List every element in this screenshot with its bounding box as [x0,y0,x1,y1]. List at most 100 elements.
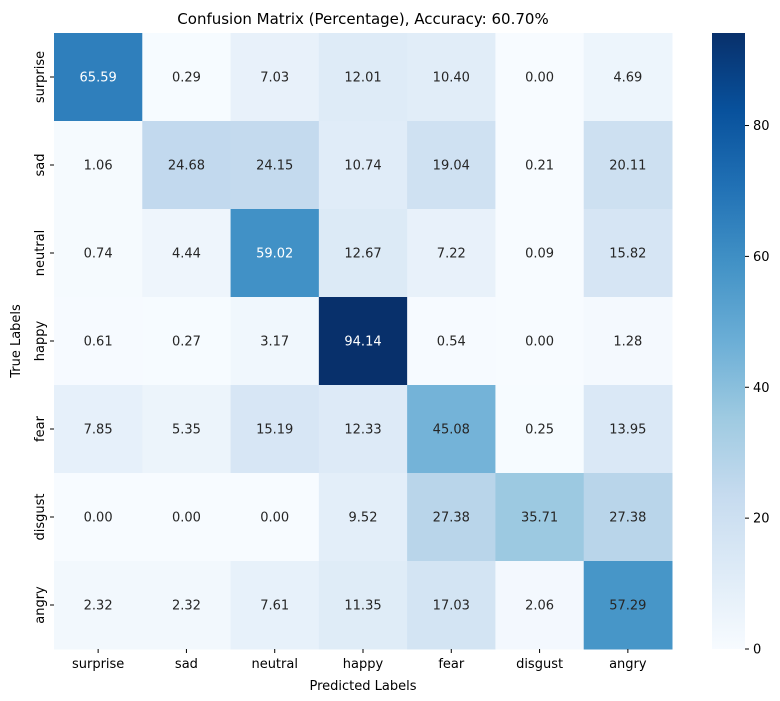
heatmap-cell [142,33,232,122]
cell-value-label: 0.54 [437,335,466,350]
heatmap-cell [495,209,585,298]
cell-value-label: 24.68 [168,159,205,174]
heatmap-cell [495,473,585,562]
heatmap-cells: 65.59 0.29 7.03 12.01 10.40 0.00 4.69 1.06 24.68… [54,33,673,650]
cell-value-label: 0.74 [84,247,113,262]
heatmap-cell [54,209,143,298]
heatmap-cell [407,209,496,298]
heatmap-cell [230,121,320,210]
heatmap-cell [54,121,143,210]
x-tick-label: neutral [251,657,298,672]
cell-value-label: 10.74 [344,159,381,174]
heatmap-cell [142,473,232,562]
heatmap-cell [583,121,673,210]
heatmap-cell [407,561,496,650]
cell-value-label: 45.08 [433,423,470,438]
heatmap-cell [495,385,585,474]
heatmap-cell [230,561,320,650]
heatmap-cell [407,297,496,386]
x-tick-label: fear [438,657,465,672]
colorbar-tick-label: 60 [753,250,770,265]
cell-value-label: 24.15 [256,159,293,174]
cell-value-label: 65.59 [80,71,117,86]
cell-value-label: 0.00 [260,511,289,526]
heatmap-cell [54,561,143,650]
cell-value-label: 5.35 [172,423,201,438]
heatmap-cell [318,561,408,650]
heatmap-cell [583,209,673,298]
cell-value-label: 27.38 [609,511,646,526]
y-tick-label: surprise [33,51,48,103]
cell-value-label: 12.01 [344,71,381,86]
cell-value-label: 0.00 [525,335,554,350]
heatmap-cell [318,473,408,562]
heatmap-cell [583,385,673,474]
cell-value-label: 15.82 [609,247,646,262]
heatmap-cell [318,209,408,298]
heatmap-cell [230,297,320,386]
cell-value-label: 59.02 [256,247,293,262]
heatmap-cell [142,297,232,386]
heatmap-cell [583,561,673,650]
heatmap-cell [230,209,320,298]
cell-value-label: 3.17 [260,335,289,350]
colorbar-tick-label: 80 [753,119,770,134]
cell-value-label: 1.06 [84,159,113,174]
x-tick-label: angry [609,657,647,672]
cell-value-label: 0.00 [172,511,201,526]
cell-value-label: 0.27 [172,335,201,350]
y-tick-label: happy [33,320,48,361]
heatmap-cell [583,473,673,562]
heatmap-cell [583,297,673,386]
cell-value-label: 7.03 [260,71,289,86]
y-tick-label: neutral [33,230,48,277]
heatmap-cell [142,121,232,210]
cell-value-label: 94.14 [344,335,381,350]
y-axis-label: True Labels [9,304,24,379]
cell-value-label: 12.33 [344,423,381,438]
cell-value-label: 4.44 [172,247,201,262]
y-axis-ticks: surprise sad neutral happy fear disgust angry [33,51,54,624]
colorbar-tick-label: 20 [753,512,770,527]
cell-value-label: 27.38 [433,511,470,526]
x-axis-label: Predicted Labels [309,679,416,694]
heatmap-cell [407,473,496,562]
cell-value-label: 7.61 [260,599,289,614]
cell-value-label: 9.52 [349,511,378,526]
cell-value-label: 13.95 [609,423,646,438]
cell-value-label: 20.11 [609,159,646,174]
y-tick-label: sad [33,154,48,177]
heatmap-cell [318,385,408,474]
cell-value-label: 0.29 [172,71,201,86]
y-tick-label: fear [33,415,48,442]
cell-value-label: 35.71 [521,511,558,526]
heatmap-cell [407,33,496,122]
cell-value-label: 0.00 [84,511,113,526]
cell-value-label: 19.04 [433,159,470,174]
heatmap-cell [495,33,585,122]
cell-value-label: 57.29 [609,599,646,614]
colorbar-tick-label: 0 [753,643,761,658]
heatmap-cell [318,121,408,210]
heatmap-cell [583,33,673,122]
heatmap-cell [54,473,143,562]
cell-value-label: 0.09 [525,247,554,262]
heatmap-cell [407,121,496,210]
heatmap-cell [142,209,232,298]
cell-value-label: 11.35 [344,599,381,614]
heatmap-cell [230,473,320,562]
cell-value-label: 15.19 [256,423,293,438]
chart-title: Confusion Matrix (Percentage), Accuracy:… [177,10,548,28]
heatmap-cell [407,385,496,474]
cell-value-label: 0.21 [525,159,554,174]
x-tick-label: sad [175,657,198,672]
cell-value-label: 12.67 [344,247,381,262]
cell-value-label: 0.25 [525,423,554,438]
x-tick-label: surprise [72,657,124,672]
cell-value-label: 7.85 [84,423,113,438]
cell-value-label: 17.03 [433,599,470,614]
cell-value-label: 2.32 [84,599,113,614]
cell-value-label: 2.32 [172,599,201,614]
cell-value-label: 2.06 [525,599,554,614]
